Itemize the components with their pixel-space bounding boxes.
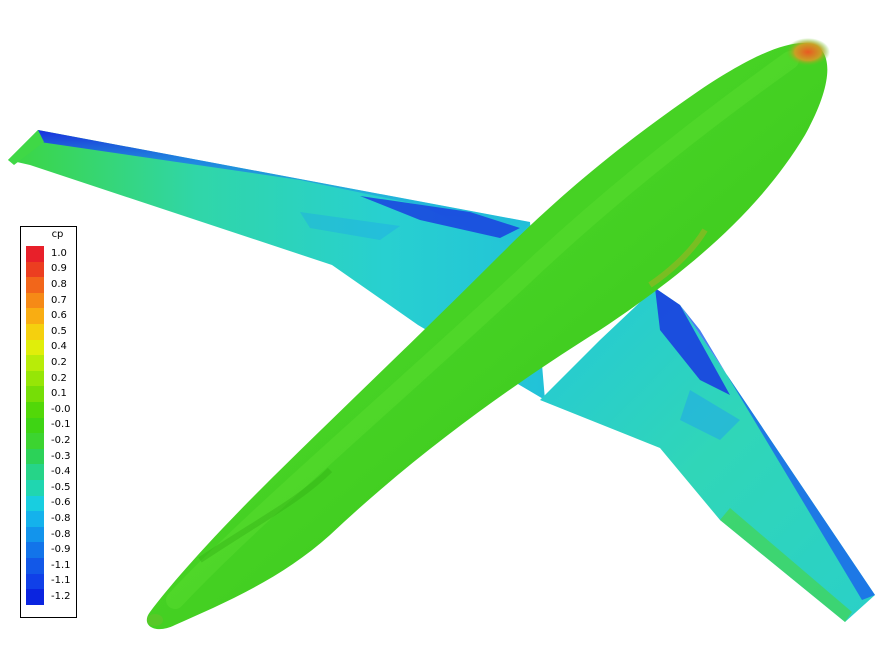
legend-tick-label: -0.1 — [51, 419, 71, 431]
legend-color-bar — [26, 246, 44, 606]
legend-tick-label: 0.9 — [51, 263, 67, 275]
fuselage — [146, 38, 830, 630]
legend-title: cp — [51, 229, 64, 240]
legend-tick-label: -0.2 — [51, 435, 71, 446]
legend-tick-label: -0.6 — [51, 497, 71, 509]
legend-swatch — [26, 542, 44, 559]
legend-tick-label: 0.1 — [51, 388, 67, 400]
legend-tick-label: 1.0 — [51, 247, 67, 259]
legend-swatch — [26, 589, 44, 606]
legend-swatch — [26, 402, 44, 419]
legend-tick-label: 0.6 — [51, 310, 67, 322]
legend-tick-label: -0.4 — [51, 466, 71, 478]
legend-swatch — [26, 480, 44, 497]
legend-swatch — [26, 277, 44, 294]
legend-swatch — [26, 261, 44, 278]
legend-tick-label: -0.0 — [51, 403, 71, 415]
legend-tick-label: 0.4 — [51, 341, 67, 353]
legend-tick-label: 0.2 — [51, 357, 67, 368]
legend-tick-label: -0.5 — [51, 481, 71, 493]
legend-tick-label: -0.9 — [51, 544, 71, 556]
legend-tick-label: 0.7 — [51, 294, 67, 306]
legend-swatch — [26, 558, 44, 575]
legend-swatch — [26, 511, 44, 528]
legend-swatch — [26, 495, 44, 512]
legend-swatch — [26, 246, 44, 263]
legend-swatch — [26, 526, 44, 543]
legend-swatch — [26, 339, 44, 356]
legend-swatch — [26, 448, 44, 465]
legend-swatch — [26, 386, 44, 403]
legend-swatch — [26, 324, 44, 341]
legend-tick-label: -0.8 — [51, 528, 71, 540]
legend-swatch — [26, 464, 44, 481]
legend-tick-label: -0.3 — [51, 450, 71, 462]
legend-tick-label: 0.8 — [51, 279, 67, 290]
legend-tick-label: -1.1 — [51, 559, 71, 571]
left-wing — [8, 130, 545, 400]
legend-swatch — [26, 370, 44, 387]
legend-tick-label: -1.1 — [51, 575, 71, 587]
legend-swatch — [26, 292, 44, 309]
color-legend: cp 1.0 0.9 0.8 0.7 0.6 0.5 0.4 0.2 0.2 0.1 -0.0 -0.… — [20, 226, 77, 618]
right-wing — [540, 288, 875, 622]
legend-swatch — [26, 355, 44, 372]
legend-tick-label: 0.5 — [51, 325, 67, 337]
legend-swatch — [26, 417, 44, 434]
legend-swatch — [26, 573, 44, 590]
legend-swatch — [26, 433, 44, 450]
legend-tick-label: -0.8 — [51, 513, 71, 524]
legend-tick-label: 0.2 — [51, 372, 67, 384]
legend-swatch — [26, 308, 44, 325]
legend-tick-label: -1.2 — [51, 591, 71, 602]
